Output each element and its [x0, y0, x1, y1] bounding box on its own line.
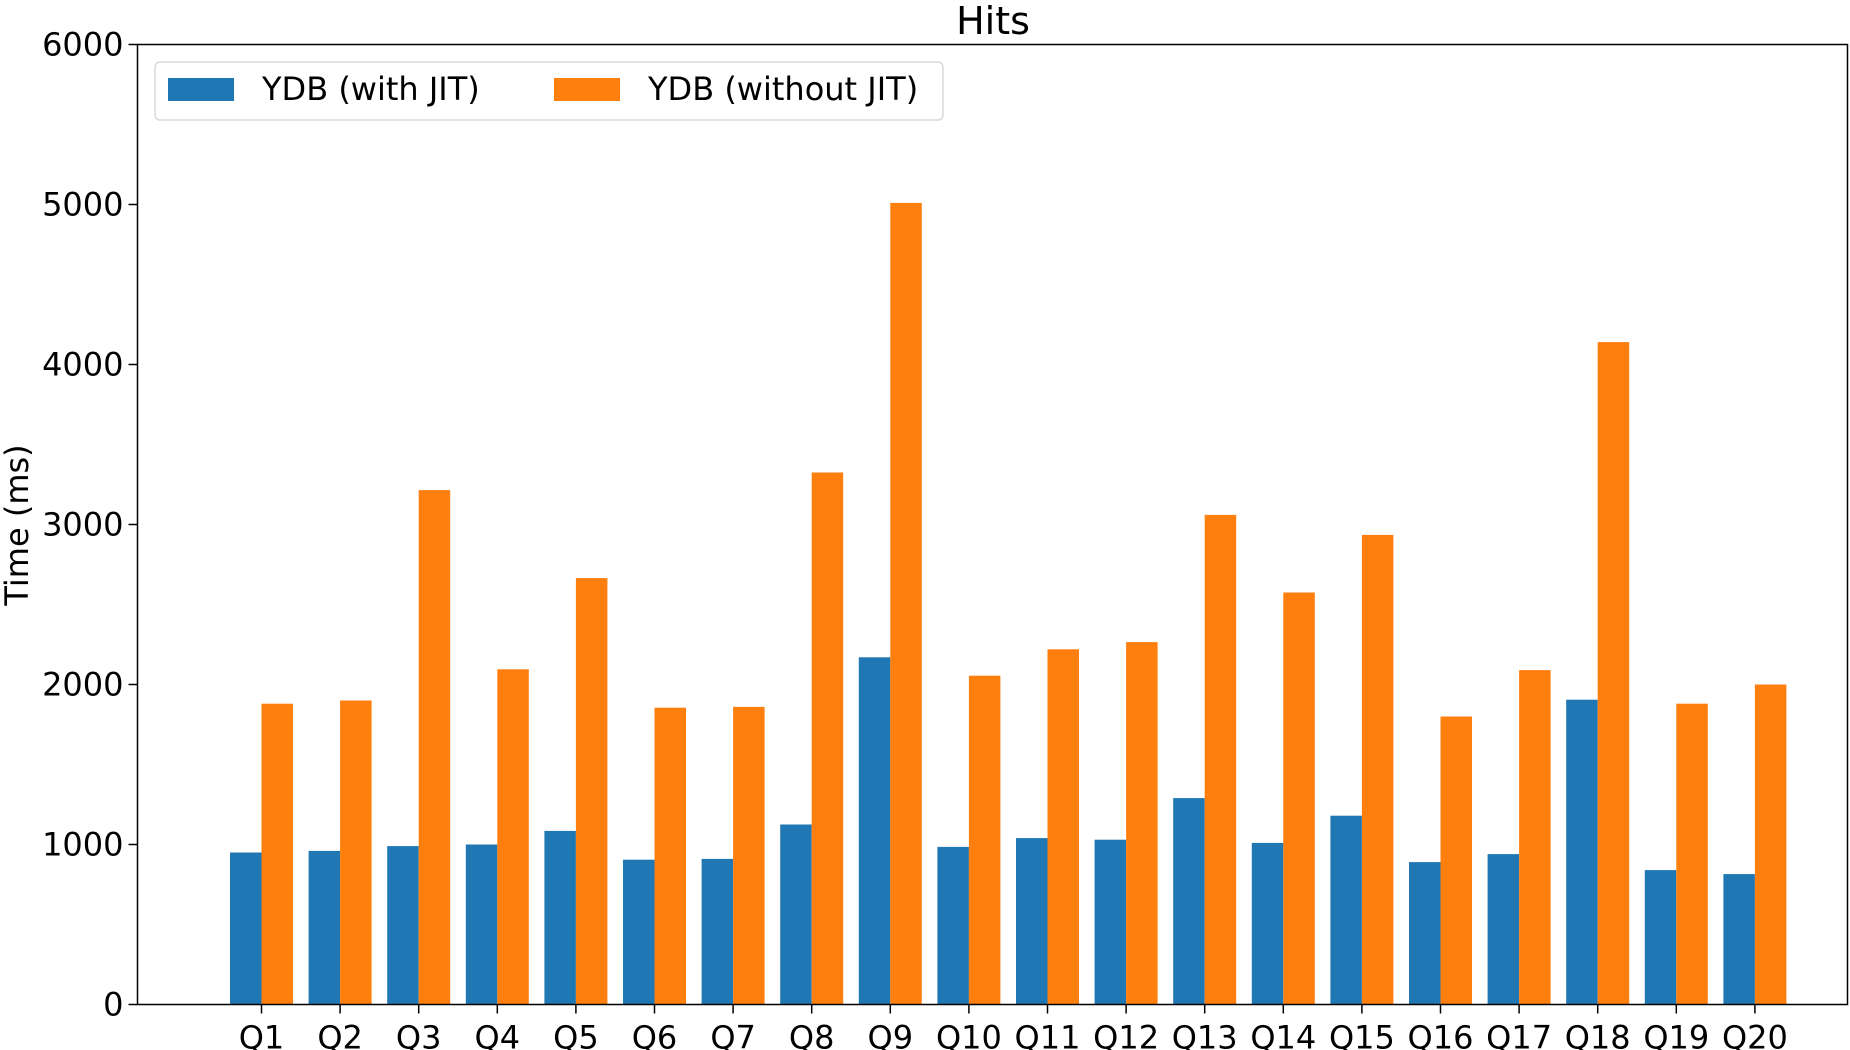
x-tick-label-q8: Q8 [789, 1019, 835, 1050]
y-tick-label-3000: 3000 [42, 506, 123, 544]
bar-without-jit-q2 [340, 700, 372, 1005]
x-tick-label-q12: Q12 [1093, 1019, 1159, 1050]
legend-swatch-with-jit [168, 78, 234, 101]
bar-with-jit-q10 [937, 846, 969, 1005]
y-axis-label: Time (ms) [0, 444, 36, 606]
bar-with-jit-q12 [1094, 839, 1127, 1005]
x-tick-label-q2: Q2 [317, 1019, 363, 1050]
x-tick-label-q4: Q4 [475, 1019, 521, 1050]
bar-with-jit-q18 [1566, 699, 1598, 1005]
bar-with-jit-q5 [544, 830, 576, 1005]
legend: YDB (with JIT) YDB (without JIT) [154, 61, 944, 121]
y-tick-label-0: 0 [103, 986, 123, 1024]
bar-with-jit-q4 [465, 844, 498, 1005]
x-tick-label-q7: Q7 [710, 1019, 756, 1050]
y-tick-label-4000: 4000 [42, 346, 123, 384]
x-tick-label-q11: Q11 [1015, 1019, 1081, 1050]
x-tick-label-q18: Q18 [1565, 1019, 1631, 1050]
bar-without-jit-q4 [497, 669, 529, 1005]
bar-without-jit-q18 [1597, 342, 1630, 1005]
bar-with-jit-q15 [1330, 815, 1362, 1005]
bar-with-jit-q1 [230, 852, 262, 1005]
y-tick-label-6000: 6000 [42, 26, 123, 64]
bar-without-jit-q5 [575, 578, 608, 1005]
y-axis: 0 1000 2000 3000 4000 5000 6000 [42, 26, 138, 1024]
bar-with-jit-q2 [308, 850, 341, 1005]
bar-without-jit-q9 [890, 202, 922, 1005]
bar-with-jit-q6 [623, 859, 655, 1005]
bar-without-jit-q10 [968, 675, 1001, 1005]
bar-without-jit-q17 [1519, 670, 1551, 1005]
x-tick-label-q10: Q10 [936, 1019, 1002, 1050]
bar-without-jit-q16 [1440, 716, 1472, 1005]
x-tick-label-q19: Q19 [1643, 1019, 1709, 1050]
bar-without-jit-q13 [1204, 514, 1237, 1005]
bar-without-jit-q11 [1047, 649, 1079, 1005]
bar-with-jit-q8 [780, 824, 812, 1005]
bar-without-jit-q20 [1754, 684, 1787, 1005]
x-tick-label-q1: Q1 [239, 1019, 285, 1050]
x-tick-label-q15: Q15 [1329, 1019, 1395, 1050]
x-tick-label-q9: Q9 [868, 1019, 914, 1050]
x-tick-label-q6: Q6 [632, 1019, 678, 1050]
x-tick-label-q5: Q5 [553, 1019, 599, 1050]
legend-swatch-without-jit [554, 78, 620, 101]
bar-with-jit-q20 [1723, 874, 1755, 1005]
x-tick-label-q16: Q16 [1408, 1019, 1474, 1050]
bar-with-jit-q17 [1487, 854, 1520, 1005]
bar-without-jit-q19 [1676, 703, 1708, 1005]
bar-with-jit-q9 [858, 657, 891, 1005]
y-tick-label-2000: 2000 [42, 666, 123, 704]
x-tick-label-q13: Q13 [1172, 1019, 1238, 1050]
bar-without-jit-q7 [733, 706, 765, 1005]
bar-with-jit-q7 [701, 858, 734, 1005]
bar-without-jit-q15 [1361, 534, 1394, 1005]
bar-without-jit-q6 [654, 707, 686, 1005]
x-tick-label-q3: Q3 [396, 1019, 442, 1050]
bar-with-jit-q13 [1173, 798, 1205, 1005]
bar-with-jit-q11 [1016, 838, 1048, 1005]
legend-box [154, 61, 944, 121]
legend-label-without-jit: YDB (without JIT) [647, 70, 918, 108]
bar-without-jit-q1 [261, 703, 293, 1005]
bar-with-jit-q3 [387, 846, 419, 1005]
bar-with-jit-q14 [1251, 842, 1284, 1005]
bar-without-jit-q14 [1283, 592, 1315, 1005]
y-tick-label-1000: 1000 [42, 826, 123, 864]
bar-without-jit-q3 [418, 490, 451, 1005]
x-axis: Q1 Q2 Q3 Q4 Q5 Q6 Q7 Q8 Q9 Q10 Q11 Q12 Q13 Q14 Q15 Q16 Q… [239, 1004, 1788, 1050]
bar-with-jit-q19 [1644, 870, 1677, 1005]
bar-without-jit-q12 [1126, 642, 1158, 1005]
chart-title: Hits [956, 0, 1030, 43]
x-tick-label-q20: Q20 [1722, 1019, 1788, 1050]
plot-frame [136, 43, 1849, 1006]
x-tick-label-q14: Q14 [1250, 1019, 1316, 1050]
bar-without-jit-q8 [811, 472, 844, 1005]
legend-label-with-jit: YDB (with JIT) [261, 70, 480, 108]
y-tick-label-5000: 5000 [42, 186, 123, 224]
bar-with-jit-q16 [1409, 862, 1441, 1005]
x-tick-label-q17: Q17 [1486, 1019, 1552, 1050]
bars-group [230, 202, 1787, 1005]
